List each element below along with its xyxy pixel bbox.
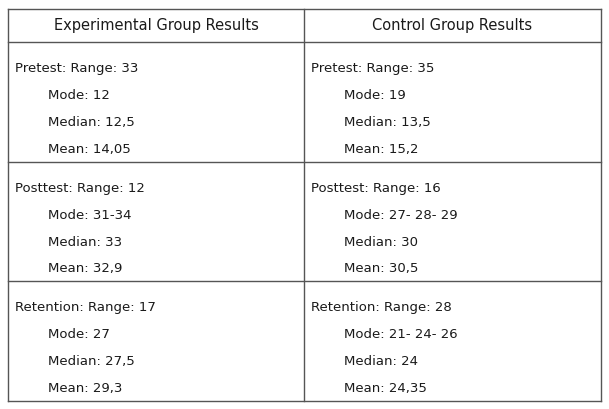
Text: Mode: 21- 24- 26: Mode: 21- 24- 26 bbox=[344, 328, 457, 341]
Text: Retention: Range: 28: Retention: Range: 28 bbox=[311, 301, 452, 315]
Text: Mode: 27- 28- 29: Mode: 27- 28- 29 bbox=[344, 209, 457, 222]
Text: Mean: 24,35: Mean: 24,35 bbox=[344, 382, 427, 395]
Text: Pretest: Range: 35: Pretest: Range: 35 bbox=[311, 62, 434, 75]
Text: Experimental Group Results: Experimental Group Results bbox=[54, 18, 258, 33]
Text: Mode: 27: Mode: 27 bbox=[48, 328, 110, 341]
Text: Mode: 12: Mode: 12 bbox=[48, 89, 110, 102]
Text: Control Group Results: Control Group Results bbox=[373, 18, 532, 33]
Text: Mean: 32,9: Mean: 32,9 bbox=[48, 263, 122, 276]
Text: Median: 27,5: Median: 27,5 bbox=[48, 355, 135, 368]
Text: Posttest: Range: 16: Posttest: Range: 16 bbox=[311, 182, 441, 195]
Text: Mode: 31-34: Mode: 31-34 bbox=[48, 209, 132, 222]
Text: Mean: 14,05: Mean: 14,05 bbox=[48, 143, 131, 156]
Text: Median: 13,5: Median: 13,5 bbox=[344, 116, 431, 129]
Text: Median: 24: Median: 24 bbox=[344, 355, 418, 368]
Text: Pretest: Range: 33: Pretest: Range: 33 bbox=[15, 62, 138, 75]
Text: Mode: 19: Mode: 19 bbox=[344, 89, 406, 102]
Text: Mean: 30,5: Mean: 30,5 bbox=[344, 263, 418, 276]
Text: Retention: Range: 17: Retention: Range: 17 bbox=[15, 301, 156, 315]
Text: Posttest: Range: 12: Posttest: Range: 12 bbox=[15, 182, 145, 195]
Text: Mean: 29,3: Mean: 29,3 bbox=[48, 382, 122, 395]
Text: Median: 33: Median: 33 bbox=[48, 236, 122, 249]
Text: Median: 30: Median: 30 bbox=[344, 236, 418, 249]
Text: Mean: 15,2: Mean: 15,2 bbox=[344, 143, 418, 156]
Text: Median: 12,5: Median: 12,5 bbox=[48, 116, 135, 129]
